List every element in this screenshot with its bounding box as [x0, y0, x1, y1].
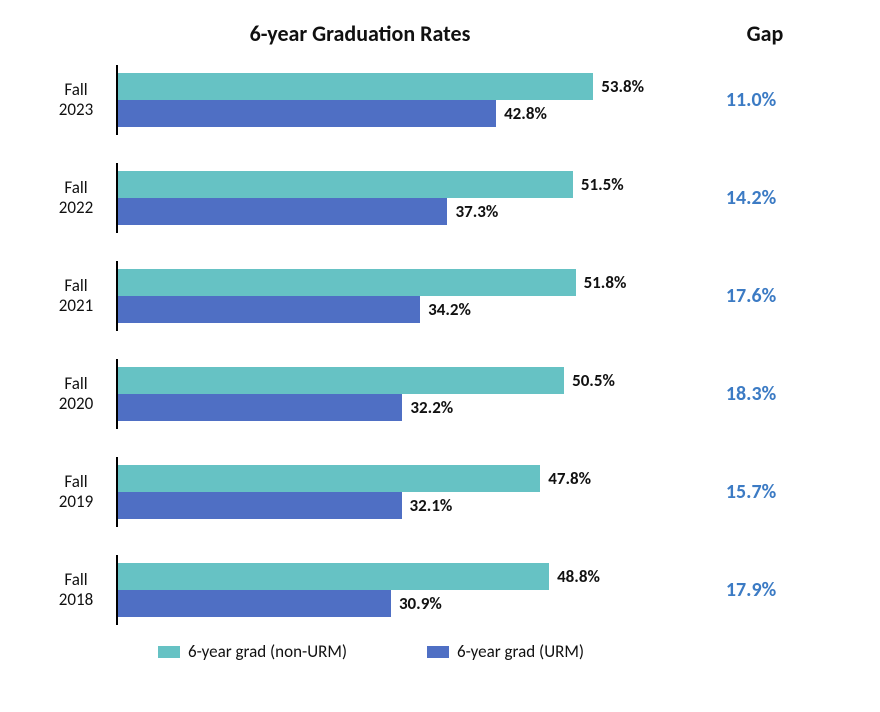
bar-group: 50.5% 32.2% — [116, 359, 666, 429]
bar-value-non-urm: 51.5% — [581, 174, 624, 195]
gap-value: 18.3% — [686, 382, 816, 406]
bar-wrap-urm: 34.2% — [118, 296, 666, 323]
y-axis-label-line2: 2018 — [42, 590, 110, 610]
bar-group: 53.8% 42.8% — [116, 65, 666, 135]
gap-column-title: Gap — [700, 20, 830, 47]
bar-wrap-non-urm: 53.8% — [118, 73, 666, 100]
chart-row: Fall2023 53.8% 42.8% 11.0% — [42, 65, 840, 135]
bar-group: 51.8% 34.2% — [116, 261, 666, 331]
bar-value-urm: 32.1% — [410, 495, 453, 516]
bar-wrap-non-urm: 48.8% — [118, 563, 666, 590]
y-axis-label: Fall2021 — [42, 276, 116, 315]
chart-row: Fall2022 51.5% 37.3% 14.2% — [42, 163, 840, 233]
bar-urm — [118, 492, 402, 519]
bar-value-non-urm: 48.8% — [557, 566, 600, 587]
bar-non-urm — [118, 269, 576, 296]
chart-wrapper: 6-year Graduation Rates Gap Fall202353.8… — [0, 0, 880, 712]
gap-value: 15.7% — [686, 480, 816, 504]
bar-value-urm: 30.9% — [399, 593, 442, 614]
bar-value-urm: 37.3% — [455, 201, 498, 222]
bar-urm — [118, 198, 447, 225]
bar-non-urm — [118, 171, 573, 198]
bar-non-urm — [118, 367, 564, 394]
chart-row: Fall2020 50.5% 32.2% 18.3% — [42, 359, 840, 429]
y-axis-label-line2: 2022 — [42, 198, 110, 218]
y-axis-label-line1: Fall — [42, 570, 110, 590]
bar-wrap-urm: 42.8% — [118, 100, 666, 127]
y-axis-label: Fall2022 — [42, 178, 116, 217]
y-axis-label: Fall2023 — [42, 80, 116, 119]
bar-value-non-urm: 53.8% — [601, 76, 644, 97]
chart-row: Fall2018 48.8% 30.9% 17.9% — [42, 555, 840, 625]
bar-value-urm: 42.8% — [504, 103, 547, 124]
bar-wrap-urm: 32.2% — [118, 394, 666, 421]
bar-urm — [118, 100, 496, 127]
bar-wrap-urm: 37.3% — [118, 198, 666, 225]
bar-wrap-non-urm: 51.8% — [118, 269, 666, 296]
bar-group: 48.8% 30.9% — [116, 555, 666, 625]
bar-wrap-non-urm: 47.8% — [118, 465, 666, 492]
bar-value-urm: 32.2% — [410, 397, 453, 418]
y-axis-label-line1: Fall — [42, 276, 110, 296]
gap-value: 17.9% — [686, 578, 816, 602]
chart-area: Fall202353.8%42.8%11.0%Fall202251.5%37.3… — [42, 65, 840, 625]
y-axis-label-line1: Fall — [42, 80, 110, 100]
legend-item-non-urm: 6-year grad (non-URM) — [158, 641, 347, 662]
bar-non-urm — [118, 563, 549, 590]
bar-group: 47.8% 32.1% — [116, 457, 666, 527]
y-axis-label-line2: 2020 — [42, 394, 110, 414]
bar-urm — [118, 590, 391, 617]
bar-wrap-urm: 30.9% — [118, 590, 666, 617]
y-axis-label-line2: 2021 — [42, 296, 110, 316]
bar-wrap-non-urm: 50.5% — [118, 367, 666, 394]
chart-row: Fall2021 51.8% 34.2% 17.6% — [42, 261, 840, 331]
y-axis-label-line1: Fall — [42, 472, 110, 492]
y-axis-label-line2: 2019 — [42, 492, 110, 512]
bar-non-urm — [118, 465, 540, 492]
bar-value-non-urm: 51.8% — [584, 272, 627, 293]
gap-value: 14.2% — [686, 186, 816, 210]
y-axis-label-line2: 2023 — [42, 100, 110, 120]
legend-label-non-urm: 6-year grad (non-URM) — [188, 641, 347, 662]
bar-non-urm — [118, 73, 593, 100]
legend-label-urm: 6-year grad (URM) — [457, 641, 584, 662]
y-axis-label-line1: Fall — [42, 374, 110, 394]
bar-value-non-urm: 47.8% — [548, 468, 591, 489]
bar-wrap-non-urm: 51.5% — [118, 171, 666, 198]
gap-value: 11.0% — [686, 88, 816, 112]
legend: 6-year grad (non-URM) 6-year grad (URM) — [158, 641, 840, 662]
bar-urm — [118, 296, 420, 323]
legend-swatch-non-urm — [158, 646, 180, 658]
bar-group: 51.5% 37.3% — [116, 163, 666, 233]
legend-item-urm: 6-year grad (URM) — [427, 641, 584, 662]
bar-wrap-urm: 32.1% — [118, 492, 666, 519]
gap-value: 17.6% — [686, 284, 816, 308]
chart-title: 6-year Graduation Rates — [40, 20, 680, 47]
bar-value-urm: 34.2% — [428, 299, 471, 320]
y-axis-label-line1: Fall — [42, 178, 110, 198]
y-axis-label: Fall2018 — [42, 570, 116, 609]
header-row: 6-year Graduation Rates Gap — [40, 20, 840, 47]
y-axis-label: Fall2020 — [42, 374, 116, 413]
bar-urm — [118, 394, 402, 421]
bar-value-non-urm: 50.5% — [572, 370, 615, 391]
chart-row: Fall2019 47.8% 32.1% 15.7% — [42, 457, 840, 527]
legend-swatch-urm — [427, 646, 449, 658]
y-axis-label: Fall2019 — [42, 472, 116, 511]
